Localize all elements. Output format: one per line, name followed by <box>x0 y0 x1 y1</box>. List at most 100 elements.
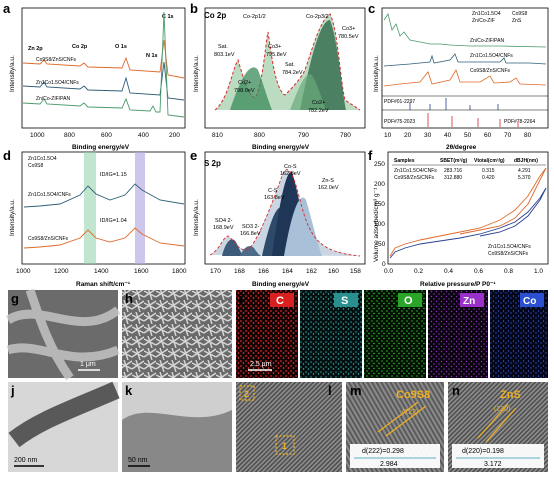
panel-c-xtick: 20 <box>404 132 412 139</box>
panel-a-xtick: 600 <box>101 132 112 139</box>
panel-f-th: Samples <box>394 158 415 164</box>
panel-b-ann: Co3+ <box>268 44 281 50</box>
panel-b-frame <box>204 7 366 129</box>
panel-i-tag-c <box>270 293 294 307</box>
panel-d-g-band <box>135 152 145 264</box>
panel-d-ratio: ID/IG=1.04 <box>100 218 127 224</box>
panel-m-fringe-1 <box>377 401 419 433</box>
panel-b-xtick: 790 <box>298 132 309 139</box>
panel-b-ann: Co2+ <box>238 80 251 86</box>
panel-f-td: 5.370 <box>518 175 531 181</box>
panel-l: l 2 1 <box>236 382 342 472</box>
panel-f-xtick: 0.6 <box>474 268 483 275</box>
panel-i-tag-zn <box>460 293 484 307</box>
panel-b-ann: 798.0eV <box>234 88 255 94</box>
panel-f-ytick: 50 <box>378 241 386 248</box>
panel-f-ylabel: Volume adsorbed/cm³ g⁻¹ <box>373 187 380 262</box>
panel-c-xtick: 60 <box>484 132 492 139</box>
panel-g-fibers <box>5 288 121 381</box>
panel-g-scale-label: 1 μm <box>80 361 96 368</box>
panel-a: a Intensity/a.u. Binding energy/eV 1000 … <box>3 1 186 151</box>
panel-c-xtick: 30 <box>424 132 432 139</box>
panel-c-letter: c <box>368 1 375 16</box>
panel-b-ann: 803.1eV <box>214 52 235 58</box>
panel-d-xlabel: Raman shift/cm⁻¹ <box>76 281 130 288</box>
panel-b-ann: Co3+ <box>342 26 355 32</box>
panel-f-xtick: 0.0 <box>384 268 393 275</box>
panel-j-letter: j <box>10 383 15 398</box>
panel-g: g 1 μm <box>5 288 121 381</box>
panel-a-xticks: 1000 800 600 400 200 <box>30 132 180 139</box>
panel-n: n ZnS (220) d(220)=0.198 3.172 <box>448 382 548 472</box>
panel-c-xtick: 10 <box>384 132 392 139</box>
panel-d-curve-zn1co <box>23 183 185 208</box>
panel-f-curve-zn1co <box>389 187 547 259</box>
panel-a-curve-zn1co <box>22 61 185 101</box>
panel-l-letter: l <box>328 383 332 398</box>
panel-k-scale-label: 50 nm <box>128 457 148 464</box>
panel-f-ytick: 0 <box>382 261 386 268</box>
panel-e-ann: 166.8eV <box>240 231 261 237</box>
panel-e-xlabel: Binding energy/eV <box>252 281 310 288</box>
panel-f-xtick: 0.2 <box>414 268 423 275</box>
panel-f-ytick: 250 <box>374 161 385 168</box>
panel-d-d-band <box>84 152 96 264</box>
panel-a-label-co9s8: Co9S8/ZnS/CNFs <box>36 57 77 63</box>
panel-f-ytick: 100 <box>374 221 385 228</box>
panel-l-box-1 <box>275 435 295 455</box>
panel-c-ylabel: Intensity/a.u. <box>373 55 380 92</box>
panel-i-tag-co-label: Co <box>523 296 536 307</box>
panel-m-phase: Co9S8 <box>396 389 430 401</box>
panel-c-legend-item: ZnS <box>512 18 522 24</box>
panel-e-ylabel: Intensity/a.u. <box>193 199 200 236</box>
panel-b-ann: 780.5eV <box>338 34 359 40</box>
panel-f-ytick: 150 <box>374 201 385 208</box>
panel-n-phase: ZnS <box>500 389 521 401</box>
panel-e-ann: C-S <box>268 188 278 194</box>
panel-c-xtick: 80 <box>524 132 532 139</box>
panel-e-ann: 162.8eV <box>280 171 301 177</box>
panel-a-peak-c: C 1s <box>162 14 174 20</box>
panel-e-peak-so4 <box>222 239 244 256</box>
panel-e-peak-zns <box>284 197 322 256</box>
panel-n-width: 3.172 <box>484 461 502 468</box>
panel-n-plane: (220) <box>494 406 510 413</box>
panel-i-tag-o-label: O <box>404 295 413 307</box>
panel-d-frame <box>21 151 186 265</box>
panel-c-xtick: 40 <box>444 132 452 139</box>
panel-n-profile-box <box>452 444 544 468</box>
panel-d-legend-item: Co9S8 <box>28 163 44 169</box>
panel-e-xtick: 164 <box>282 268 293 275</box>
panel-c-ref-bars-1 <box>409 98 499 110</box>
panel-c-legend-item: Zn/Co-ZIF <box>472 18 495 24</box>
panel-e-ann: 162.0eV <box>318 185 339 191</box>
panel-f-td: 4.291 <box>518 168 531 174</box>
panel-f-frame <box>387 151 549 265</box>
panel-a-letter: a <box>3 1 11 16</box>
panel-b-ann: Sat. <box>218 44 228 50</box>
panel-e-ann: Co-S <box>284 164 297 170</box>
panel-e-title: S 2p <box>204 159 221 168</box>
panel-l-box-2-label: 2 <box>244 389 249 399</box>
panel-f-td: 312.880 <box>444 175 462 181</box>
panel-i-tag-c-label: C <box>276 295 284 307</box>
panel-e-xtick: 170 <box>210 268 221 275</box>
panel-d-xtick: 1000 <box>16 268 31 275</box>
panel-f-ytick: 200 <box>374 181 385 188</box>
panel-d-xtick: 1800 <box>172 268 187 275</box>
panel-h-letter: h <box>125 291 133 306</box>
panel-i-letter: i <box>239 291 243 306</box>
panel-i-tag-zn-label: Zn <box>463 296 475 307</box>
panel-d-xtick: 1200 <box>54 268 69 275</box>
panel-e-xtick: 160 <box>328 268 339 275</box>
panel-f-curve-co9s8-desorb <box>459 167 547 235</box>
panel-f-xtick: 1.0 <box>534 268 543 275</box>
panel-b-ann: 782.2eV <box>308 108 329 114</box>
panel-b-ann: Co-2p1/2 <box>243 14 266 20</box>
panel-j: j 200 nm <box>8 381 120 472</box>
panel-l-box-1-label: 1 <box>282 441 287 451</box>
panel-f-td: 283.716 <box>444 168 462 174</box>
panel-a-xtick: 1000 <box>30 132 45 139</box>
panel-f-xlabel: Relative pressure/P P0⁻¹ <box>420 281 496 288</box>
panel-f-td: 0.315 <box>482 168 495 174</box>
